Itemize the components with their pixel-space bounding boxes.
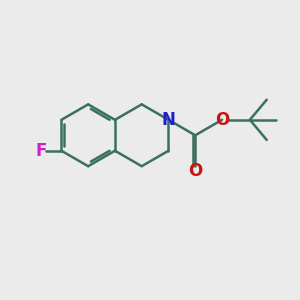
- Text: N: N: [162, 111, 176, 129]
- Text: F: F: [35, 142, 46, 160]
- Text: O: O: [188, 162, 202, 180]
- Text: O: O: [215, 111, 229, 129]
